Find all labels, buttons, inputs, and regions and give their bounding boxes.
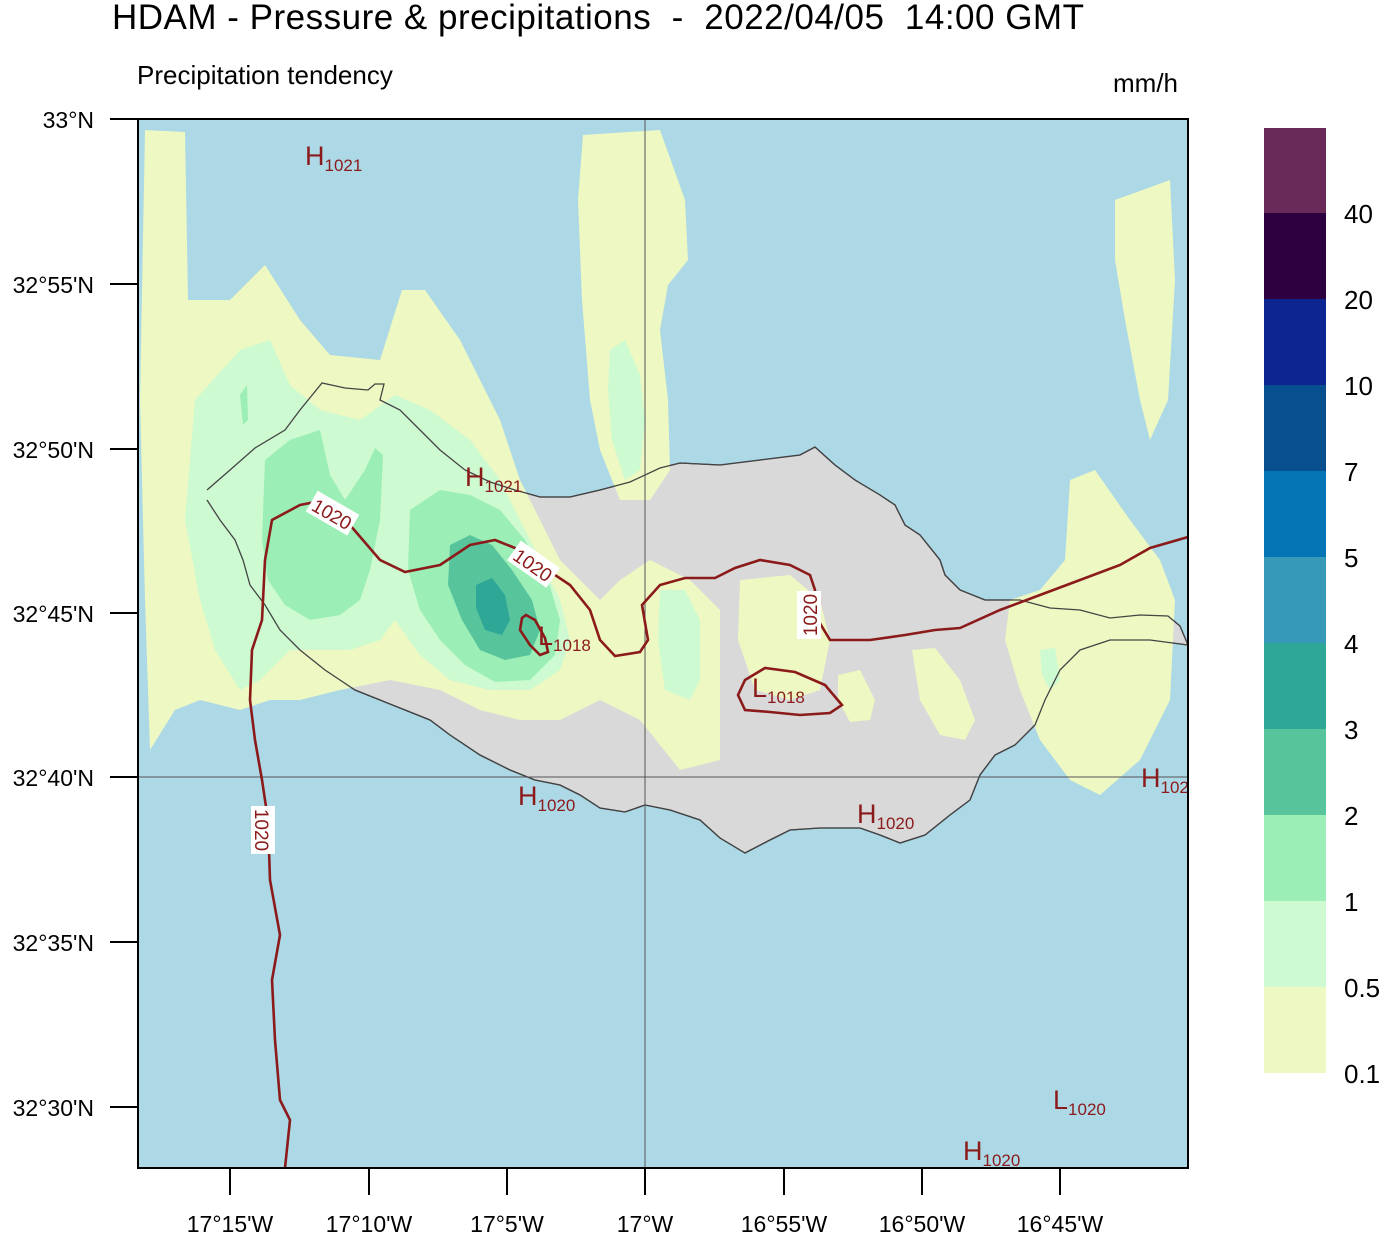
lat-label: 32°55'N (13, 272, 94, 298)
colorbar-label: 4 (1344, 629, 1358, 659)
lon-label: 16°45'W (1017, 1211, 1104, 1234)
isobar-1018-center (736, 666, 844, 717)
map-plot-area (138, 119, 1188, 1168)
colorbar-label: 40 (1344, 199, 1373, 229)
lat-label: 32°40'N (13, 765, 94, 791)
lat-label: 32°35'N (13, 930, 94, 956)
lon-label: 17°W (617, 1211, 674, 1234)
pressure-center: L1020 (1053, 1085, 1106, 1119)
pressure-center: H1021 (305, 141, 362, 175)
lat-axis: 33°N 32°55'N 32°50'N 32°45'N 32°40'N 32°… (13, 107, 138, 1121)
isobar-label: 1020 (797, 591, 822, 639)
colorbar-swatch (1264, 901, 1326, 987)
units-label: mm/h (1113, 68, 1178, 98)
plot-frame (137, 118, 1189, 1169)
colorbar-swatch (1264, 471, 1326, 557)
lon-axis: 17°15'W 17°10'W 17°5'W 17°W 16°55'W 16°5… (187, 1168, 1104, 1234)
lat-label: 32°45'N (13, 601, 94, 627)
pressure-center: H1020 (963, 1136, 1020, 1170)
colorbar-swatch (1264, 729, 1326, 815)
colorbar-label: 0.5 (1344, 973, 1380, 1003)
colorbar-swatch (1264, 385, 1326, 471)
lat-label: 32°50'N (13, 437, 94, 463)
lat-label: 33°N (43, 107, 94, 133)
pressure-center: L1018 (538, 621, 591, 655)
colorbar-swatch (1264, 815, 1326, 901)
colorbar-label: 10 (1344, 371, 1373, 401)
lon-label: 17°15'W (187, 1211, 274, 1234)
colorbar-label: 7 (1344, 457, 1358, 487)
svg-text:1020: 1020 (250, 809, 271, 851)
isobars (248, 498, 1188, 1168)
colorbar-swatch (1264, 643, 1326, 729)
colorbar: 0.1 0.5 1 2 3 4 5 7 10 20 40 (1264, 128, 1380, 1089)
precip-band-3 (476, 578, 510, 635)
pressure-center: L1018 (752, 673, 805, 707)
isobar-label: 1020 (250, 806, 275, 854)
colorbar-label: 2 (1344, 801, 1358, 831)
pressure-center: H1021 (465, 462, 522, 496)
pressure-centers: H1021 H1021 L1018 L1018 H1020 H1020 H102… (305, 141, 1189, 1170)
colorbar-swatch (1264, 987, 1326, 1073)
lon-label: 16°50'W (879, 1211, 966, 1234)
lon-label: 17°10'W (326, 1211, 413, 1234)
colorbar-label: 5 (1344, 543, 1358, 573)
map-subtitle: Precipitation tendency (137, 60, 393, 90)
colorbar-label: 0.1 (1344, 1059, 1380, 1089)
colorbar-label: 20 (1344, 285, 1373, 315)
coastline (206, 382, 1188, 854)
colorbar-label: 3 (1344, 715, 1358, 745)
colorbar-swatch (1264, 299, 1326, 385)
colorbar-swatch (1264, 213, 1326, 299)
colorbar-label: 1 (1344, 887, 1358, 917)
isobar-1018-west (518, 613, 550, 657)
pressure-center: H1020 (518, 781, 575, 815)
svg-text:1020: 1020 (801, 594, 822, 636)
lon-label: 16°55'W (741, 1211, 828, 1234)
isobar-1020-west (248, 498, 1188, 1168)
lat-label: 32°30'N (13, 1095, 94, 1121)
pressure-center: H102 (1141, 763, 1189, 797)
lon-label: 17°5'W (470, 1211, 544, 1234)
pressure-center: H1020 (857, 799, 914, 833)
colorbar-swatch (1264, 128, 1326, 213)
map-title: HDAM - Pressure & precipitations - 2022/… (112, 0, 1085, 37)
colorbar-swatch (1264, 557, 1326, 643)
